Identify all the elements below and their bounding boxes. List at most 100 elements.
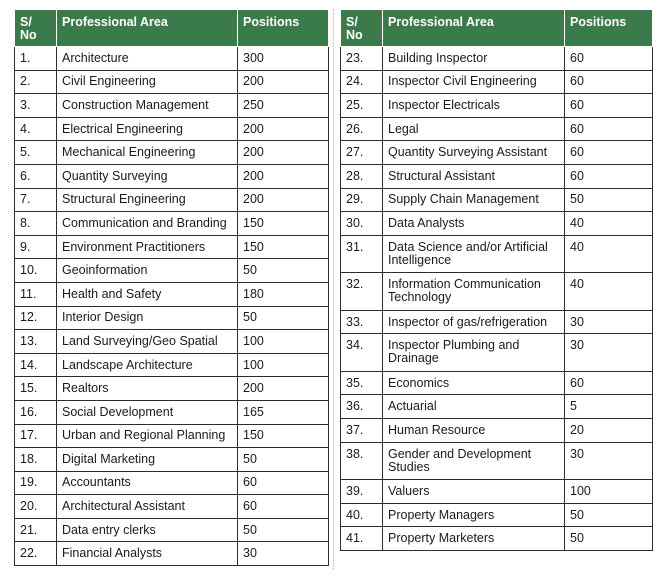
row-positions: 30 (564, 333, 653, 372)
table-row: 33. Inspector of gas/refrigeration 30 (340, 309, 653, 335)
row-positions: 50 (564, 502, 653, 528)
positions-table-right: S/ No Professional Area Positions 23. Bui… (340, 9, 653, 551)
row-professional-area: Interior Design (56, 305, 238, 331)
row-professional-area: Realtors (56, 376, 238, 401)
table-row: 12. Interior Design 50 (14, 305, 329, 331)
row-sno: 9. (14, 234, 57, 260)
row-positions: 60 (564, 116, 653, 142)
table-row: 36. Actuarial 5 (340, 394, 653, 420)
row-professional-area: Actuarial (382, 394, 565, 420)
row-positions: 60 (564, 93, 653, 118)
row-positions: 100 (564, 479, 653, 504)
row-positions: 60 (564, 46, 653, 71)
table-row: 35. Economics 60 (340, 370, 653, 396)
row-positions: 50 (237, 258, 329, 283)
row-sno: 19. (14, 470, 57, 496)
row-sno: 4. (14, 116, 57, 142)
table-row: 15. Realtors 200 (14, 376, 329, 401)
header-sno: S/ No (14, 9, 57, 47)
row-positions: 60 (237, 494, 329, 519)
row-professional-area: Property Managers (382, 502, 565, 528)
row-sno: 13. (14, 329, 57, 354)
row-sno: 7. (14, 187, 57, 213)
row-positions: 250 (237, 93, 329, 118)
row-sno: 6. (14, 163, 57, 189)
table-row: 4. Electrical Engineering 200 (14, 116, 329, 142)
row-positions: 60 (564, 69, 653, 95)
row-sno: 34. (340, 333, 383, 372)
row-sno: 14. (14, 352, 57, 378)
row-professional-area: Mechanical Engineering (56, 140, 238, 165)
row-sno: 26. (340, 116, 383, 142)
row-sno: 24. (340, 69, 383, 95)
table-row: 22. Financial Analysts 30 (14, 541, 329, 567)
row-sno: 28. (340, 163, 383, 189)
row-sno: 15. (14, 376, 57, 401)
row-sno: 41. (340, 526, 383, 551)
row-positions: 100 (237, 329, 329, 354)
row-professional-area: Accountants (56, 470, 238, 496)
row-professional-area: Inspector Electricals (382, 93, 565, 118)
row-sno: 3. (14, 93, 57, 118)
table-row: 24. Inspector Civil Engineering 60 (340, 69, 653, 95)
table-row: 37. Human Resource 20 (340, 418, 653, 443)
row-professional-area: Architectural Assistant (56, 494, 238, 519)
row-sno: 8. (14, 211, 57, 236)
row-positions: 40 (564, 234, 653, 274)
row-professional-area: Data Analysts (382, 211, 565, 236)
row-professional-area: Supply Chain Management (382, 187, 565, 213)
row-professional-area: Civil Engineering (56, 69, 238, 95)
table-row: 39. Valuers 100 (340, 479, 653, 504)
row-professional-area: Property Marketers (382, 526, 565, 551)
positions-table-left: S/ No Professional Area Positions 1. Arch… (14, 9, 329, 567)
row-positions: 200 (237, 116, 329, 142)
row-positions: 150 (237, 423, 329, 449)
row-positions: 40 (564, 272, 653, 311)
row-positions: 200 (237, 69, 329, 95)
row-sno: 36. (340, 394, 383, 420)
row-sno: 22. (14, 541, 57, 567)
row-professional-area: Building Inspector (382, 46, 565, 71)
row-professional-area: Financial Analysts (56, 541, 238, 567)
row-positions: 20 (564, 418, 653, 443)
row-sno: 39. (340, 479, 383, 504)
row-positions: 60 (564, 370, 653, 396)
row-professional-area: Land Surveying/Geo Spatial (56, 329, 238, 354)
table-row: 11. Health and Safety 180 (14, 281, 329, 307)
row-positions: 50 (237, 305, 329, 331)
row-professional-area: Quantity Surveying (56, 163, 238, 189)
header-positions: Positions (237, 9, 329, 47)
row-sno: 18. (14, 447, 57, 472)
table-row: 17. Urban and Regional Planning 150 (14, 423, 329, 449)
table-row: 14. Landscape Architecture 100 (14, 352, 329, 378)
row-professional-area: Inspector Plumbing and Drainage (382, 333, 565, 372)
row-professional-area: Communication and Branding (56, 211, 238, 236)
row-positions: 200 (237, 187, 329, 213)
row-positions: 60 (564, 163, 653, 189)
row-professional-area: Human Resource (382, 418, 565, 443)
table-row: 20. Architectural Assistant 60 (14, 494, 329, 519)
row-professional-area: Economics (382, 370, 565, 396)
row-positions: 30 (564, 309, 653, 335)
left-table-body: 1. Architecture 300 2. Civil Engineering 200 3… (14, 46, 329, 567)
table-row: 23. Building Inspector 60 (340, 46, 653, 71)
table-row: 27. Quantity Surveying Assistant 60 (340, 140, 653, 165)
row-professional-area: Information Communication Technology (382, 272, 565, 311)
row-professional-area: Valuers (382, 479, 565, 504)
row-professional-area: Construction Management (56, 93, 238, 118)
right-table-body: 23. Building Inspector 60 24. Inspector Civi… (340, 46, 653, 551)
row-positions: 50 (237, 447, 329, 472)
table-row: 3. Construction Management 250 (14, 93, 329, 118)
table-row: 18. Digital Marketing 50 (14, 447, 329, 472)
row-professional-area: Electrical Engineering (56, 116, 238, 142)
row-sno: 21. (14, 517, 57, 543)
row-professional-area: Inspector Civil Engineering (382, 69, 565, 95)
table-row: 2. Civil Engineering 200 (14, 69, 329, 95)
row-professional-area: Geoinformation (56, 258, 238, 283)
row-positions: 180 (237, 281, 329, 307)
row-sno: 37. (340, 418, 383, 443)
row-professional-area: Structural Assistant (382, 163, 565, 189)
row-positions: 300 (237, 46, 329, 71)
row-positions: 165 (237, 399, 329, 425)
row-professional-area: Inspector of gas/refrigeration (382, 309, 565, 335)
